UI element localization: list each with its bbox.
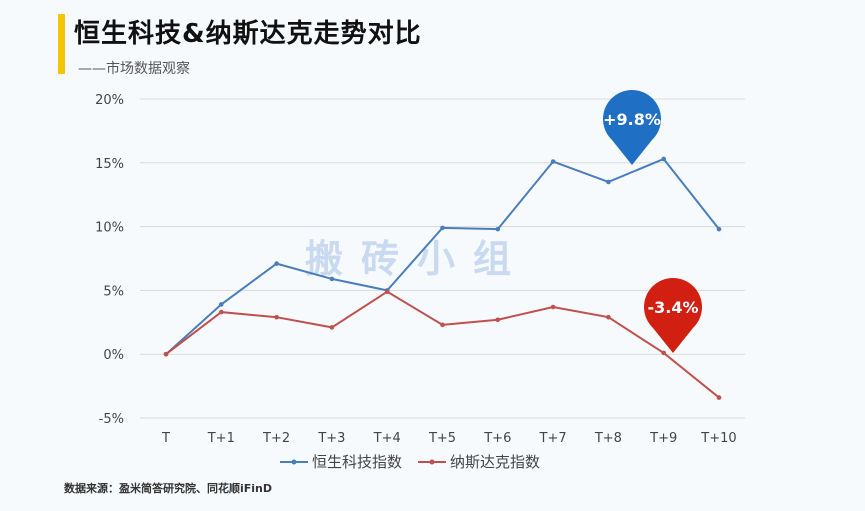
data-point <box>440 225 445 231</box>
x-axis-ticks: T T+1 T+2 T+3 T+4 T+5 T+6 T+7 T+8 T+9 T+10 <box>161 431 737 446</box>
data-point <box>384 289 390 294</box>
y-tick-label: 10% <box>95 221 124 236</box>
data-point <box>274 261 279 266</box>
x-tick-label: T+9 <box>649 431 677 446</box>
y-tick-label: -5% <box>99 412 124 427</box>
annotation-pins: +9.8% -3.4% <box>603 90 702 353</box>
data-point <box>606 314 611 320</box>
data-point <box>606 179 611 185</box>
x-tick-label: T+5 <box>428 431 456 446</box>
data-point <box>329 325 335 330</box>
annotation-pin: -3.4% <box>644 277 702 353</box>
y-axis-ticks: -5% 0% 5% 10% 15% 20% <box>95 93 124 427</box>
legend-label: 恒生科技指数 <box>312 453 402 471</box>
page-title: 恒生科技&纳斯达克走势对比 <box>74 19 422 49</box>
data-point <box>219 309 224 315</box>
data-point <box>219 302 224 307</box>
data-point <box>550 159 556 164</box>
data-point <box>716 395 722 400</box>
legend-marker <box>291 459 297 465</box>
pin-label: -3.4% <box>647 298 698 317</box>
page-subtitle: ——市场数据观察 <box>78 61 190 77</box>
pin-label: +9.8% <box>603 110 661 129</box>
x-tick-label: T+4 <box>373 431 401 446</box>
x-tick-label: T+3 <box>317 431 345 446</box>
data-source: 数据来源：盈米简答研究院、同花顺iFinD <box>64 482 273 495</box>
x-tick-label: T+2 <box>262 431 290 446</box>
y-tick-label: 0% <box>103 348 124 363</box>
legend: 恒生科技指数 纳斯达克指数 <box>280 453 540 471</box>
pin-shape <box>603 90 662 165</box>
y-tick-label: 15% <box>95 157 124 172</box>
x-tick-label: T+7 <box>539 431 567 446</box>
series-group <box>163 156 722 400</box>
annotation-pin: +9.8% <box>603 90 662 165</box>
x-tick-label: T+8 <box>594 431 622 446</box>
x-tick-label: T <box>161 431 170 446</box>
x-tick-label: T+6 <box>483 431 511 446</box>
legend-label: 纳斯达克指数 <box>450 453 540 471</box>
watermark: 搬砖小组 <box>305 237 529 281</box>
data-point <box>550 304 556 310</box>
series-line-1 <box>165 290 720 399</box>
data-point <box>329 276 335 282</box>
x-tick-label: T+10 <box>700 431 736 446</box>
x-tick-label: T+1 <box>207 431 235 446</box>
data-point <box>274 314 279 320</box>
data-point <box>163 351 169 357</box>
data-point <box>661 350 666 356</box>
data-point <box>495 317 501 323</box>
pin-shape <box>644 277 702 353</box>
y-tick-label: 5% <box>103 284 124 299</box>
data-point <box>495 226 501 232</box>
legend-marker <box>429 459 435 465</box>
data-point <box>440 322 445 328</box>
data-point <box>716 226 722 232</box>
y-tick-label: 20% <box>95 93 124 108</box>
title-accent-bar <box>58 14 65 74</box>
data-point <box>661 156 666 162</box>
